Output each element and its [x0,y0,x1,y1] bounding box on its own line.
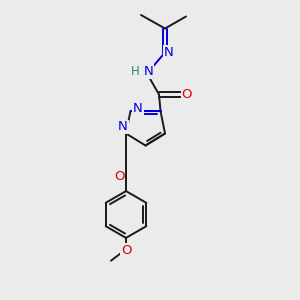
Text: N: N [144,65,153,78]
Text: O: O [182,88,192,101]
Text: N: N [164,46,173,59]
Text: H: H [131,65,140,78]
Text: O: O [121,244,131,257]
Text: N: N [118,120,128,134]
Text: O: O [114,170,125,184]
Text: N: N [133,101,143,115]
